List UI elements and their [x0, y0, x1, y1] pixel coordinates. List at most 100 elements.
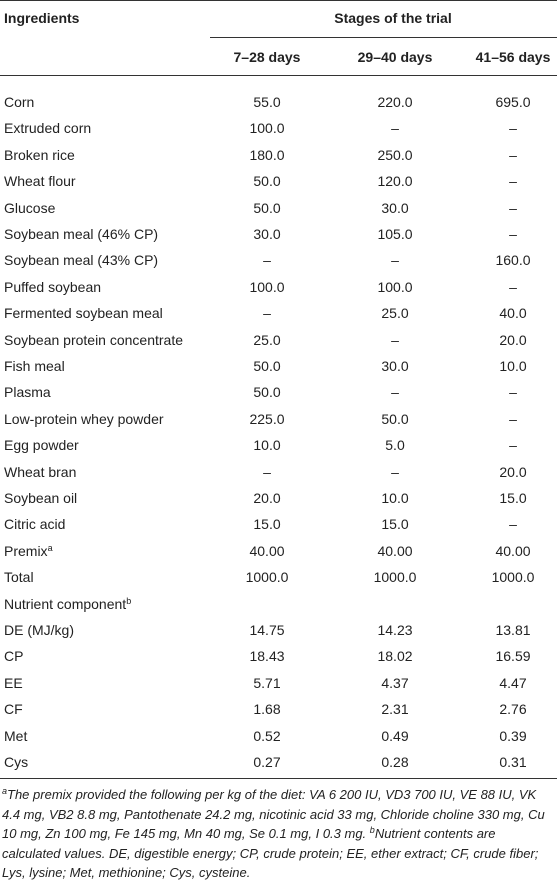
cell: 50.0: [253, 199, 281, 216]
cell: 5.71: [253, 674, 281, 691]
header-rule: [0, 75, 557, 76]
row-label: DE (MJ/kg): [4, 621, 74, 639]
cell: –: [509, 146, 517, 163]
row-label: Corn: [4, 93, 34, 111]
header-stages: Stages of the trial: [334, 10, 452, 26]
row-label-text: Citric acid: [4, 516, 66, 533]
cell: 2.76: [499, 701, 527, 718]
row-label-text: Fermented soybean meal: [4, 305, 163, 322]
row-label: Premixa: [4, 542, 53, 560]
cell: –: [509, 516, 517, 533]
cell: –: [263, 305, 271, 322]
footnote-text: The premix provided the following per kg…: [2, 787, 545, 841]
cell: 1000.0: [245, 569, 289, 586]
row-label-text: Soybean oil: [4, 490, 78, 506]
cell: 30.0: [381, 358, 409, 374]
row-label: Plasma: [4, 383, 51, 401]
cell: 0.31: [499, 754, 527, 770]
cell: –: [509, 410, 517, 427]
column-header: 7–28 days: [233, 49, 301, 65]
cell: –: [391, 384, 399, 401]
row-label-text: Extruded corn: [4, 120, 92, 137]
cell: 1000.0: [491, 569, 535, 586]
cell: 225.0: [249, 410, 285, 427]
cell: –: [509, 278, 517, 295]
row-label: Egg powder: [4, 436, 79, 454]
row-label: Wheat flour: [4, 172, 76, 190]
cell: 220.0: [377, 94, 413, 110]
column-header: 41–56 days: [475, 49, 551, 65]
cell: 0.52: [253, 727, 281, 744]
cell: –: [509, 437, 517, 454]
cell: 0.28: [381, 754, 409, 770]
cell: –: [509, 120, 517, 137]
cell: 120.0: [377, 173, 413, 190]
bottom-rule: [0, 778, 557, 779]
cell: 180.0: [249, 146, 285, 163]
cell: 50.0: [253, 384, 281, 401]
row-label-text: Egg powder: [4, 437, 79, 454]
row-label-text: Corn: [4, 94, 35, 110]
row-label: Extruded corn: [4, 119, 91, 137]
cell: 2.31: [381, 701, 409, 718]
cell: 4.37: [381, 674, 409, 691]
cell: 15.0: [253, 516, 281, 533]
cell: 10.0: [499, 358, 527, 374]
row-label: Glucose: [4, 199, 55, 217]
cell: –: [263, 463, 271, 480]
cell: 14.23: [377, 622, 413, 638]
row-label: Soybean meal (46% CP): [4, 225, 158, 243]
cell: 50.0: [253, 358, 281, 374]
cell: 13.81: [495, 622, 531, 638]
cell: –: [263, 252, 271, 269]
row-label: Nutrient componentb: [4, 595, 131, 613]
cell: 10.0: [253, 437, 281, 454]
cell: –: [509, 384, 517, 401]
cell: 0.39: [499, 727, 527, 744]
cell: –: [391, 331, 399, 348]
row-label: Soybean meal (43% CP): [4, 251, 158, 269]
cell: 40.00: [249, 542, 285, 559]
row-label-text: Low-protein whey powder: [4, 410, 164, 427]
cell: 5.0: [385, 437, 405, 454]
row-label: Soybean oil: [4, 489, 77, 507]
cell: 20.0: [253, 490, 281, 506]
cell: 10.0: [381, 490, 409, 506]
row-label: Wheat bran: [4, 463, 76, 481]
cell: 14.75: [249, 622, 285, 638]
cell: 40.00: [377, 542, 413, 559]
row-label: Puffed soybean: [4, 278, 101, 296]
cell: 20.0: [499, 331, 527, 348]
header-ingredients: Ingredients: [4, 10, 80, 26]
row-label: Total: [4, 568, 34, 586]
cell: 50.0: [253, 173, 281, 190]
cell: 15.0: [381, 516, 409, 533]
row-label-text: Soybean meal (43% CP): [4, 252, 159, 269]
cell: 1.68: [253, 701, 281, 718]
row-label-text: Glucose: [4, 199, 56, 216]
cell: 30.0: [381, 199, 409, 216]
cell: 18.02: [377, 648, 413, 665]
row-label: Fish meal: [4, 357, 65, 375]
cell: 40.0: [499, 305, 527, 322]
cell: 105.0: [377, 226, 413, 242]
row-label-text: Broken rice: [4, 146, 75, 163]
row-label-text: Total: [4, 569, 34, 586]
footnote-text: Nutrient contents are calculated values.…: [2, 826, 539, 880]
row-label: EE: [4, 674, 23, 692]
row-label: CP: [4, 647, 23, 665]
row-label-text: CF: [4, 701, 23, 718]
row-label: Fermented soybean meal: [4, 304, 163, 322]
cell: 30.0: [253, 226, 281, 242]
cell: 100.0: [377, 278, 413, 295]
cell: 20.0: [499, 463, 527, 480]
row-label-sup: a: [47, 542, 53, 553]
cell: –: [391, 252, 399, 269]
cell: 16.59: [495, 648, 531, 665]
row-label: Cys: [4, 753, 28, 771]
row-label-text: Met: [4, 727, 28, 744]
cell: –: [509, 199, 517, 216]
cell: 25.0: [381, 305, 409, 322]
footnote-mark: b: [369, 825, 375, 835]
